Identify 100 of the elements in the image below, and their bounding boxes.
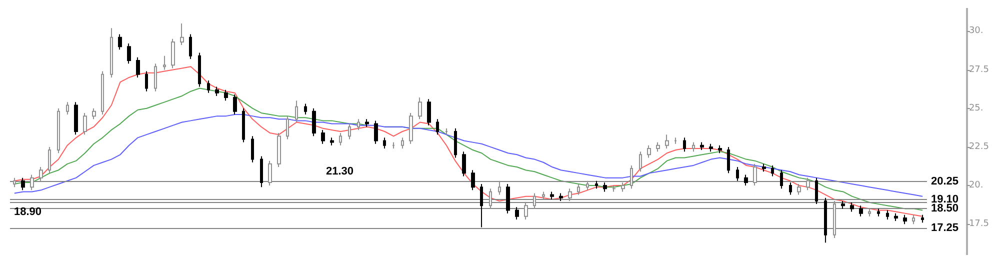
candlestick: [436, 118, 439, 136]
candlestick: [304, 103, 307, 116]
candlestick: [568, 188, 572, 202]
candlestick: [577, 183, 580, 196]
candlestick: [603, 182, 607, 192]
candlestick: [542, 191, 545, 200]
candlestick: [339, 132, 342, 146]
candlestick: [312, 108, 316, 137]
ref-line-label: 17.25: [930, 222, 958, 234]
candlestick: [242, 108, 245, 143]
candlestick: [489, 188, 492, 210]
candlestick: [700, 142, 704, 151]
candlestick: [815, 177, 818, 205]
ref-line-label: 20.25: [930, 176, 958, 188]
candlestick: [348, 123, 351, 140]
candlestick: [921, 214, 924, 224]
candlestick: [251, 136, 254, 163]
candlestick: [550, 191, 554, 200]
candlestick: [674, 137, 677, 144]
candlestick: [498, 180, 501, 196]
candlestick: [198, 52, 201, 88]
candlestick: [797, 183, 801, 196]
candlestick: [277, 132, 281, 168]
candlestick: [709, 143, 713, 152]
candlestick: [595, 180, 598, 190]
candlestick: [374, 120, 378, 144]
y-tick-label: 30.: [968, 26, 984, 36]
candlestick: [171, 38, 175, 69]
line-series: [14, 114, 924, 197]
candlestick: [127, 43, 131, 64]
candlestick: [744, 174, 748, 186]
y-tick-label: 22.5: [968, 142, 990, 152]
candlestick: [471, 170, 475, 191]
candlestick: [286, 116, 289, 140]
candlestick: [515, 206, 519, 220]
candlestick: [57, 108, 60, 154]
candlestick: [780, 170, 783, 190]
y-tick-label: 17.5: [968, 219, 990, 230]
candlestick: [330, 137, 334, 146]
candlestick: [771, 164, 774, 177]
y-tick-label: 27.5: [968, 64, 990, 75]
candlestick: [524, 202, 528, 220]
candlestick: [357, 118, 360, 130]
candlestick: [13, 177, 16, 188]
candlestick: [833, 200, 836, 239]
ref-line-label: 18.50: [930, 202, 958, 215]
candlestick: [789, 182, 792, 196]
candlestick: [886, 210, 889, 220]
candlestick: [647, 144, 651, 158]
candlestick: [806, 177, 810, 191]
candlestick: [189, 34, 192, 60]
candlestick: [110, 28, 113, 78]
candlestick: [418, 97, 422, 120]
candlestick: [66, 102, 69, 116]
candlestick: [533, 192, 536, 210]
candlestick: [383, 137, 386, 149]
candlestick: [21, 177, 25, 191]
candlestick: [401, 137, 404, 149]
y-tick-label: 20.: [968, 180, 984, 191]
candlestick: [30, 174, 34, 191]
candlestick: [683, 137, 686, 152]
candlestick: [877, 208, 880, 217]
candlestick: [83, 112, 87, 136]
line-series: [14, 66, 924, 217]
candlestick: [445, 128, 448, 136]
candlestick: [427, 98, 431, 126]
candlestick: [392, 142, 395, 149]
candlestick: [136, 56, 140, 78]
candlestick: [321, 129, 325, 144]
candlestick: [480, 183, 483, 228]
candlestick: [48, 146, 51, 174]
candlestick: [912, 214, 915, 225]
annotation: 21.30: [326, 166, 354, 178]
candlestick: [612, 185, 616, 192]
candlestick: [727, 146, 730, 174]
candlestick: [850, 202, 854, 212]
candlestick: [718, 144, 722, 154]
candlestick: [295, 100, 298, 123]
candlestick: [92, 108, 96, 120]
candlestick: [559, 192, 563, 202]
candlestick: [762, 163, 766, 172]
candlestick: [736, 166, 739, 182]
candlestick: [118, 34, 122, 50]
candlestick: [39, 166, 43, 182]
candlestick: [101, 70, 104, 116]
candlestick: [462, 151, 466, 177]
candlestick: [903, 214, 907, 225]
ref-line-label: 19.10: [930, 193, 958, 206]
candlestick: [163, 55, 166, 70]
candlestick: [841, 200, 845, 210]
candlestick: [233, 94, 237, 116]
candlestick: [154, 63, 157, 92]
ref-line-label: 18.90: [14, 206, 42, 218]
candlestick: [260, 156, 263, 188]
candlestick: [753, 163, 757, 186]
candlestick: [665, 134, 669, 149]
candlestick: [586, 180, 589, 191]
candlestick: [868, 208, 871, 217]
candlestick: [859, 205, 863, 217]
candlestick: [180, 22, 184, 46]
